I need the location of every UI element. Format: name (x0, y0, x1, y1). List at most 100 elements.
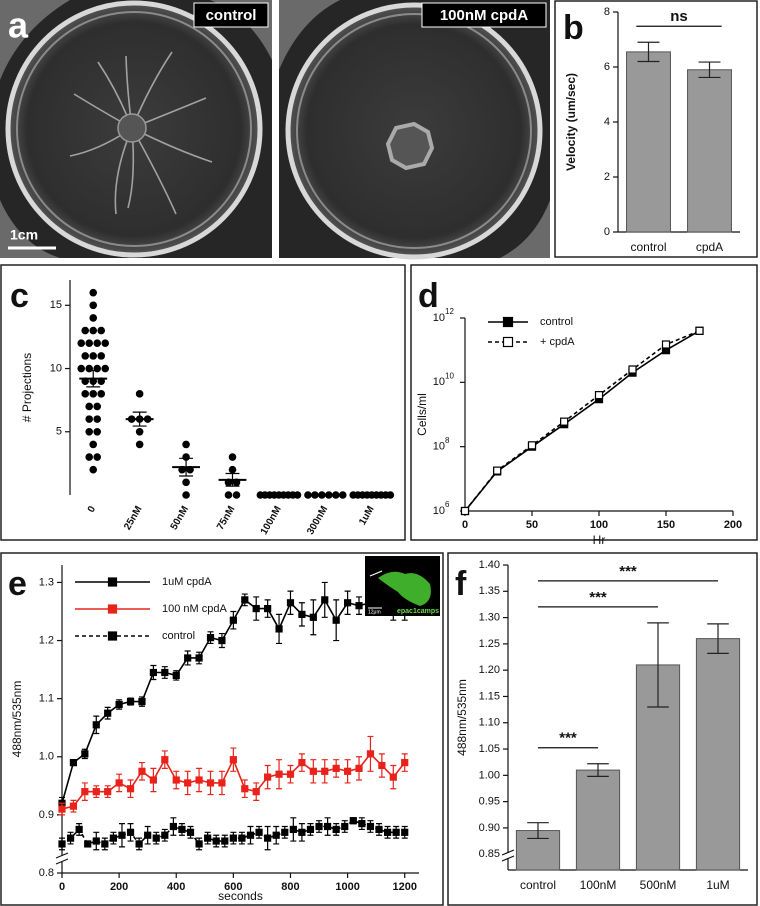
data-point (85, 339, 94, 348)
data-point (89, 352, 98, 360)
marker (184, 654, 192, 662)
marker (229, 834, 237, 842)
y-tick-label: 1.05 (479, 743, 500, 755)
y-tick-exponent: 12 (445, 307, 454, 316)
data-point (228, 453, 237, 461)
data-point (224, 491, 233, 499)
data-point (93, 453, 102, 461)
y-tick-label: 1.20 (479, 664, 500, 676)
y-tick-label: 1.15 (479, 690, 500, 702)
error-bar (707, 623, 729, 654)
marker (138, 767, 146, 775)
marker (118, 831, 126, 839)
axis-break (501, 849, 515, 862)
marker (84, 840, 92, 848)
data-point (232, 491, 241, 499)
data-point (85, 415, 94, 423)
data-point (85, 402, 94, 411)
marker (289, 825, 297, 834)
marker (104, 709, 112, 717)
inset-scale-label: 12μm (368, 609, 381, 615)
marker (161, 668, 169, 677)
x-axis-label: Hr (593, 533, 606, 547)
scale-bar-label: 1cm (10, 227, 38, 243)
x-tick-label: 100nM (580, 878, 617, 892)
data-point (182, 453, 190, 461)
legend-marker (502, 316, 514, 328)
y-tick-label: 15 (50, 299, 62, 311)
marker (366, 750, 375, 758)
data-point (89, 288, 98, 297)
inset-arrow (369, 570, 383, 577)
marker (81, 750, 89, 758)
marker (144, 831, 152, 839)
marker (92, 788, 100, 796)
marker (126, 697, 135, 706)
data-point (97, 326, 106, 335)
marker (358, 820, 366, 828)
data-point (101, 339, 110, 348)
x-tick-label: 150 (657, 519, 675, 531)
marker (272, 831, 280, 839)
panel-letter: f (455, 565, 467, 603)
data-point (97, 390, 106, 398)
marker (264, 773, 272, 781)
marker (321, 767, 329, 775)
marker (252, 604, 260, 613)
inset-cell (378, 571, 431, 606)
axis-break-gap (503, 853, 513, 859)
y-tick-label: 1.1 (39, 693, 54, 705)
x-tick-label: cpdA (696, 240, 723, 254)
data-point (228, 465, 237, 474)
marker (58, 840, 66, 848)
marker (460, 506, 470, 516)
x-tick-label: control (520, 878, 556, 892)
marker (152, 834, 160, 842)
y-tick-label: 2 (604, 171, 610, 183)
data-point (93, 402, 102, 411)
x-tick-label: 0 (462, 519, 468, 531)
marker (69, 758, 78, 767)
comparison-label: *** (559, 730, 577, 747)
bar (626, 51, 671, 233)
marker (81, 788, 89, 796)
bar (695, 638, 741, 871)
marker (332, 825, 340, 834)
marker (104, 788, 112, 796)
error-bar (637, 41, 660, 63)
marker (383, 828, 392, 836)
photo-caption: control (206, 7, 257, 24)
marker (298, 828, 306, 836)
y-tick-label: 1.2 (39, 634, 54, 646)
data-point (182, 478, 190, 487)
marker (286, 599, 295, 607)
marker (324, 822, 332, 831)
marker (204, 834, 212, 842)
data-point (77, 364, 86, 373)
data-point (81, 326, 90, 335)
x-tick-label: control (630, 240, 666, 254)
y-tick-label: 10 (433, 441, 445, 453)
y-tick-label: 4 (604, 116, 610, 128)
marker (69, 802, 78, 810)
marker (161, 756, 169, 764)
data-point (93, 339, 102, 348)
x-tick-label: 1uM (706, 878, 729, 892)
x-tick-label: 200 (110, 881, 128, 893)
panel-letter: c (10, 277, 29, 315)
x-tick-label: 0 (59, 881, 65, 893)
y-tick-label: 10 (433, 376, 445, 388)
marker (149, 776, 157, 784)
marker (281, 828, 289, 836)
marker (238, 834, 246, 842)
x-tick-label: 100 (590, 519, 608, 531)
data-point (93, 415, 102, 423)
marker (389, 773, 397, 781)
data-point (293, 491, 302, 499)
photo-cpda: 100nM cpdA (279, 0, 550, 260)
marker (138, 697, 146, 706)
marker (195, 840, 203, 848)
legend-label: 1uM cpdA (162, 576, 212, 588)
legend-label: + cpdA (540, 336, 575, 348)
